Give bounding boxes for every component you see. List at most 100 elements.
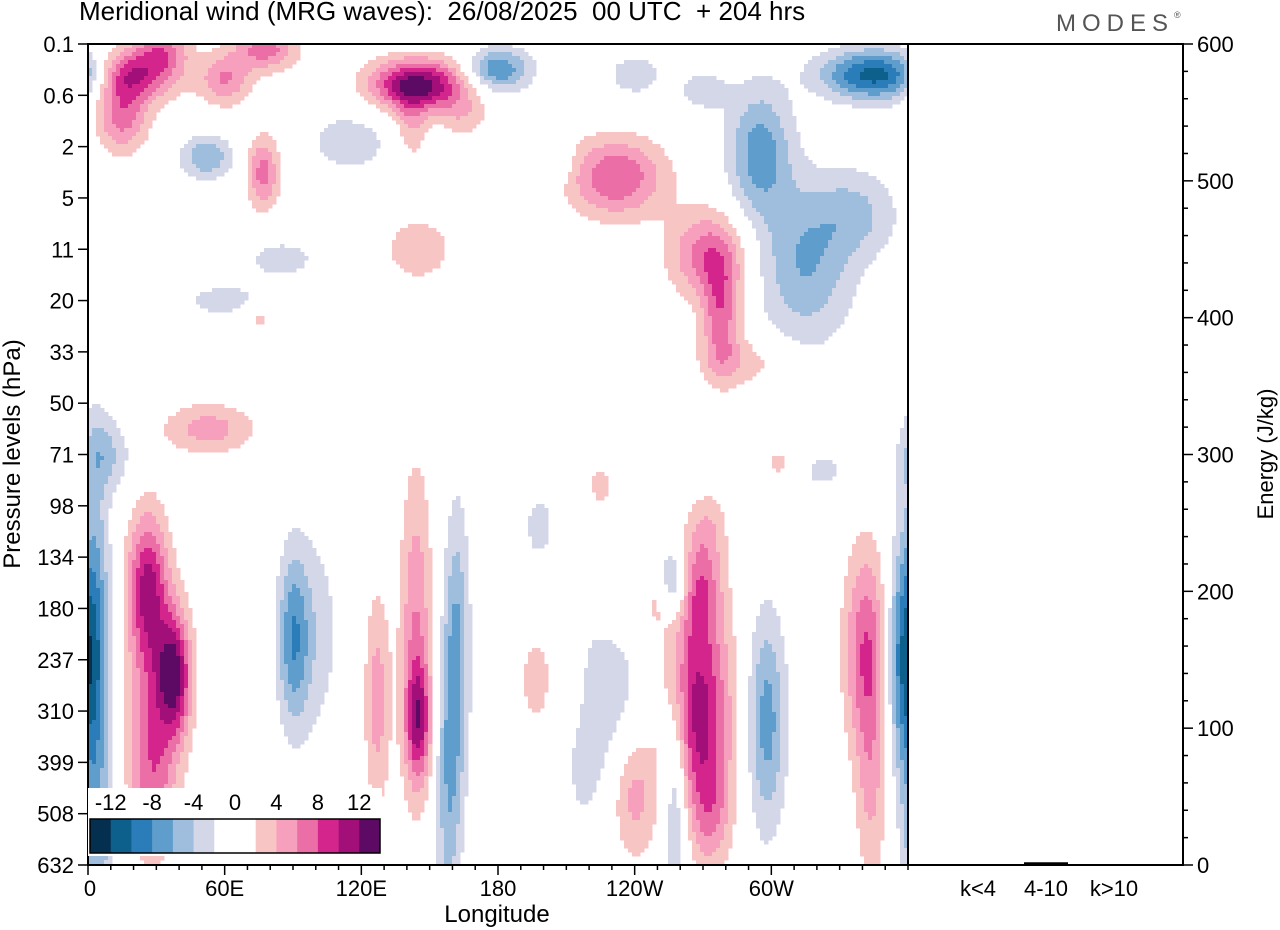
field-cell <box>124 64 169 69</box>
field-cell <box>88 528 105 533</box>
field-cell <box>152 668 161 673</box>
field-cell <box>256 316 265 321</box>
field-cell <box>444 84 453 89</box>
field-cell <box>776 272 801 277</box>
field-cell <box>124 772 133 777</box>
field-cell <box>700 760 705 765</box>
field-cell <box>756 628 781 633</box>
field-cell <box>372 784 385 789</box>
field-cell <box>108 584 113 589</box>
field-cell <box>896 688 901 693</box>
field-cell <box>128 624 133 629</box>
field-cell <box>696 812 721 817</box>
field-cell <box>288 532 305 537</box>
field-cell <box>788 152 805 157</box>
field-cell <box>112 96 121 101</box>
field-cell <box>692 252 705 257</box>
field-cell <box>692 504 721 509</box>
field-cell <box>696 240 725 245</box>
field-cell <box>760 740 773 745</box>
field-cell <box>732 752 737 757</box>
field-cell <box>748 700 757 705</box>
field-cell <box>188 692 193 697</box>
field-cell <box>276 600 281 605</box>
field-cell <box>448 708 461 713</box>
field-cell <box>900 648 908 653</box>
field-cell <box>304 612 317 617</box>
field-cell <box>412 780 425 785</box>
field-cell <box>732 696 737 701</box>
field-cell <box>692 544 701 549</box>
field-cell <box>428 748 433 753</box>
field-cell <box>152 548 161 553</box>
field-cell <box>628 800 645 805</box>
field-cell <box>896 600 901 605</box>
field-cell <box>692 696 709 701</box>
field-cell <box>284 692 309 697</box>
field-cell <box>720 252 733 257</box>
field-cell <box>132 760 141 765</box>
field-cell <box>904 560 908 565</box>
field-cell <box>368 748 377 753</box>
field-cell <box>904 708 908 713</box>
field-cell <box>96 540 105 545</box>
field-cell <box>144 624 169 629</box>
field-cell <box>848 672 857 677</box>
field-cell <box>640 812 657 817</box>
field-cell <box>280 640 285 645</box>
field-cell <box>728 792 737 797</box>
field-cell <box>396 684 405 689</box>
field-cell <box>904 64 908 69</box>
field-cell <box>692 284 705 289</box>
field-cell <box>124 768 133 773</box>
field-cell <box>900 640 908 645</box>
field-cell <box>220 164 233 169</box>
field-cell <box>864 860 881 865</box>
field-cell <box>368 84 377 89</box>
field-cell <box>692 244 729 249</box>
field-cell <box>904 736 908 741</box>
field-cell <box>160 680 181 685</box>
field-cell <box>416 656 421 661</box>
field-cell <box>252 184 273 189</box>
field-cell <box>88 756 97 761</box>
field-cell <box>872 672 877 677</box>
field-cell <box>96 708 101 713</box>
field-cell <box>696 340 709 345</box>
field-cell <box>132 52 145 57</box>
field-cell <box>872 652 877 657</box>
field-cell <box>88 724 101 729</box>
field-cell <box>288 52 301 57</box>
field-cell <box>716 768 725 773</box>
field-cell <box>132 532 145 537</box>
field-cell <box>384 728 393 733</box>
field-cell <box>844 696 853 701</box>
field-cell <box>864 736 877 741</box>
field-cell <box>708 756 717 761</box>
field-cell <box>108 596 113 601</box>
field-cell <box>400 748 405 753</box>
field-cell <box>444 756 457 761</box>
field-cell <box>708 600 717 605</box>
field-cell <box>896 748 901 753</box>
field-cell <box>364 720 373 725</box>
field-cell <box>152 760 161 765</box>
field-cell <box>460 744 465 749</box>
field-cell <box>588 216 729 221</box>
field-cell <box>708 688 717 693</box>
field-cell <box>88 640 93 645</box>
field-cell <box>460 612 465 617</box>
field-cell <box>104 620 109 625</box>
field-cell <box>100 696 105 701</box>
field-cell <box>676 288 697 293</box>
colorbar-label: 8 <box>312 790 324 815</box>
field-cell <box>416 712 421 717</box>
field-cell <box>428 712 433 717</box>
field-cell <box>404 616 413 621</box>
field-cell <box>280 244 285 249</box>
field-cell <box>692 308 705 313</box>
field-cell <box>904 772 908 777</box>
field-cell <box>104 716 109 721</box>
field-cell <box>772 240 801 245</box>
field-cell <box>464 604 473 609</box>
